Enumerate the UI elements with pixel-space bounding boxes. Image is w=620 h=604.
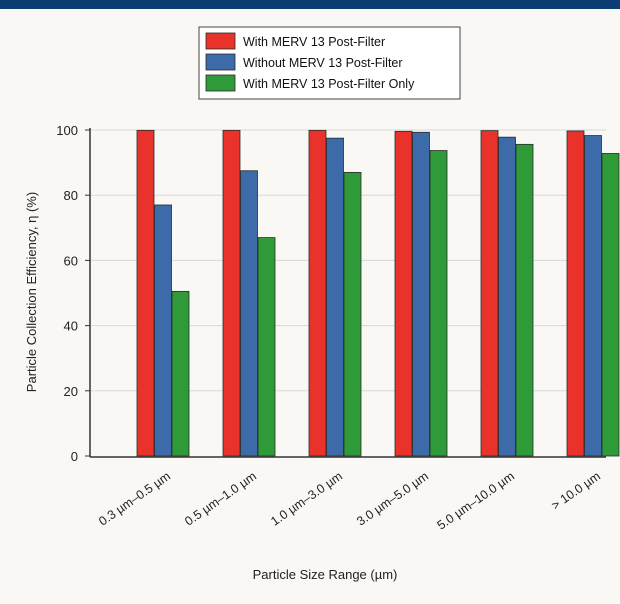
bar-3	[257, 237, 276, 457]
bar-1	[308, 129, 327, 457]
y-tick-label: 80	[64, 188, 78, 203]
bar-2	[498, 136, 516, 457]
bar-1	[480, 130, 499, 457]
x-category-label: 0.5 µm–1.0 µm	[182, 469, 259, 529]
legend-swatch	[205, 74, 236, 92]
y-tick-label: 20	[64, 384, 78, 399]
bar-3	[601, 153, 620, 457]
legend: With MERV 13 Post-Filter Without MERV 13 …	[198, 26, 461, 100]
bar-1	[222, 129, 241, 457]
axes	[89, 128, 606, 458]
bar-3	[515, 143, 534, 457]
bar-1	[566, 130, 585, 457]
legend-box	[198, 26, 461, 100]
x-axis-title: Particle Size Range (µm)	[253, 567, 398, 582]
legend-label: With MERV 13 Post-Filter Only	[243, 77, 415, 91]
bar-3	[429, 150, 448, 457]
bars-group	[136, 129, 620, 457]
bar-2	[154, 204, 172, 457]
bar-3	[343, 171, 362, 457]
x-category-label: > 10.0 µm	[549, 469, 603, 513]
x-category-label: 5.0 µm–10.0 µm	[435, 469, 517, 533]
bar-1	[394, 130, 413, 457]
y-tick-label: 40	[64, 319, 78, 334]
legend-label: Without MERV 13 Post-Filter	[243, 56, 403, 70]
x-category-label: 3.0 µm–5.0 µm	[354, 469, 431, 529]
bar-2	[584, 135, 602, 457]
legend-swatch	[205, 32, 236, 50]
header-bar	[0, 0, 620, 9]
x-category-label: 0.3 µm–0.5 µm	[96, 469, 173, 529]
bar-2	[326, 137, 344, 457]
legend-label: With MERV 13 Post-Filter	[243, 35, 385, 49]
bar-2	[240, 170, 258, 457]
y-axis-title: Particle Collection Efficiency, η (%)	[24, 192, 39, 392]
y-tick-label: 60	[64, 253, 78, 268]
bar-2	[412, 131, 430, 457]
x-category-label: 1.0 µm–3.0 µm	[268, 469, 345, 529]
x-category-labels: 0.3 µm–0.5 µm 0.5 µm–1.0 µm 1.0 µm–3.0 µm 3…	[96, 469, 603, 533]
y-tick-label: 100	[56, 123, 78, 138]
legend-swatch	[205, 53, 236, 71]
y-tick-labels: 0 20 40 60 80 100	[56, 123, 78, 464]
bar-1	[136, 129, 155, 457]
bar-3	[171, 290, 190, 457]
y-tick-label: 0	[71, 449, 78, 464]
